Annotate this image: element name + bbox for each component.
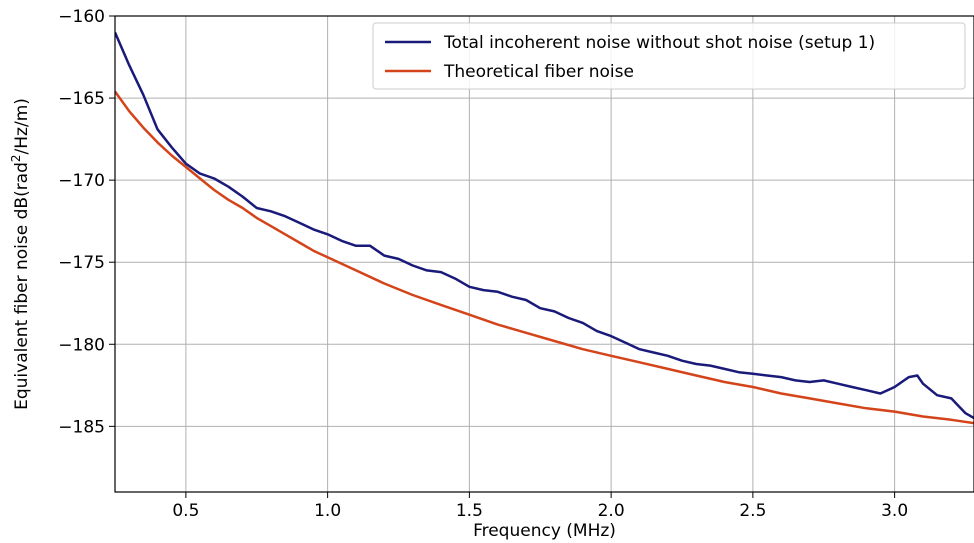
x-tick-label: 2.0 [598, 501, 625, 521]
y-tick-label: −175 [58, 253, 105, 273]
x-axis-ticks: 0.5 1.0 1.5 2.0 2.5 3.0 [172, 492, 908, 521]
legend-label-theoretical: Theoretical fiber noise [443, 62, 634, 82]
y-axis-label: Equivalent fiber noise dB(rad2/Hz/m) [9, 98, 32, 410]
series-line-theoretical [115, 90, 974, 425]
series-lines [115, 31, 974, 425]
series-line-total-noise [115, 31, 974, 420]
y-tick-label: −180 [58, 335, 105, 355]
y-axis-label-sup: 2 [9, 154, 23, 162]
y-tick-label: −170 [58, 171, 105, 191]
y-axis-label-suffix: /Hz/m) [12, 98, 32, 154]
y-tick-label: −165 [58, 89, 105, 109]
x-tick-label: 3.0 [881, 501, 908, 521]
x-tick-label: 0.5 [172, 501, 199, 521]
y-axis-label-prefix: Equivalent fiber noise dB(rad [12, 162, 32, 410]
x-tick-label: 2.5 [739, 501, 766, 521]
legend-box [372, 22, 966, 90]
x-tick-label: 1.5 [456, 501, 483, 521]
y-tick-label: −160 [58, 7, 105, 27]
legend-label-total-noise: Total incoherent noise without shot nois… [443, 33, 875, 53]
legend: Total incoherent noise without shot nois… [372, 22, 966, 90]
x-tick-label: 1.0 [314, 501, 341, 521]
x-axis-label: Frequency (MHz) [473, 521, 616, 541]
plot-frame [114, 15, 974, 493]
y-axis-ticks: −160 −165 −170 −175 −180 −185 [58, 7, 115, 437]
y-tick-label: −185 [58, 417, 105, 437]
